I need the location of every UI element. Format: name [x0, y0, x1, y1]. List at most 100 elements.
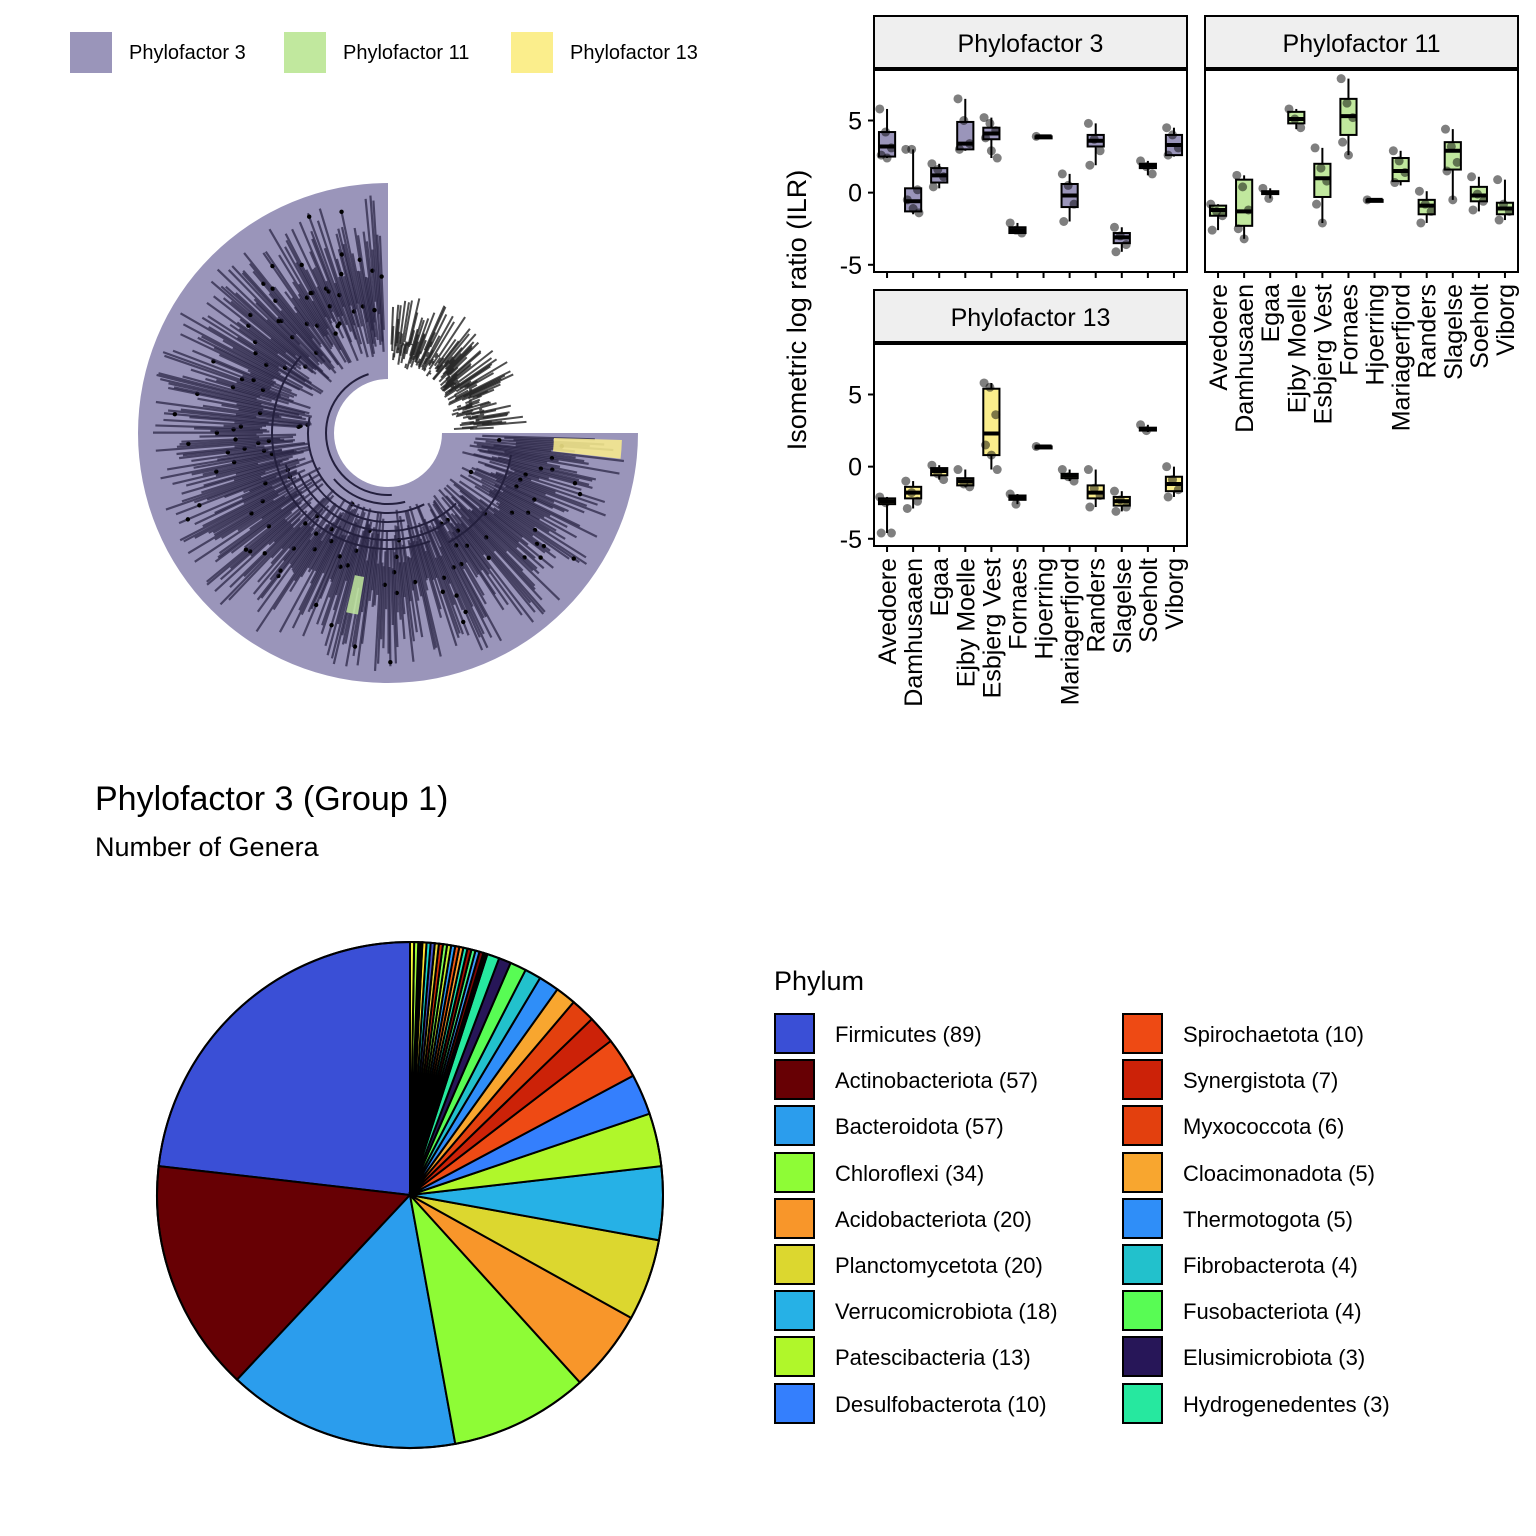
- tree-branch: [507, 464, 593, 489]
- data-point: [1284, 104, 1294, 114]
- panel-frame: [873, 69, 1188, 273]
- legend-label: Firmicutes (89): [835, 1022, 982, 1047]
- tree-node: [463, 609, 468, 615]
- legend-label: Fusobacteriota (4): [1183, 1299, 1362, 1325]
- tree-branch: [481, 445, 585, 463]
- tree-branch: [189, 416, 304, 428]
- tree-branch: [495, 471, 588, 507]
- x-tick-label: Hjoerring: [1031, 558, 1059, 659]
- tree-branch: [191, 448, 310, 476]
- tree-branch: [206, 511, 293, 583]
- tree-branch: [490, 472, 547, 496]
- tree-branch: [292, 281, 334, 346]
- legend-label: Cloacimonadota (5): [1183, 1160, 1375, 1186]
- pie-slice: [409, 943, 449, 1196]
- tree-branch: [217, 499, 297, 559]
- tree-branch: [495, 478, 569, 513]
- tree-branch: [493, 507, 534, 537]
- tree-branch: [203, 462, 281, 487]
- tree-branch: [378, 235, 385, 330]
- tree-branch: [247, 369, 277, 384]
- tree-branch: [469, 411, 510, 421]
- pie-slice: [409, 987, 576, 1196]
- tree-branch: [382, 551, 387, 649]
- tree-node: [486, 555, 491, 561]
- tree-node: [497, 437, 502, 443]
- tree-branch: [180, 333, 275, 380]
- tree-branch: [495, 502, 536, 529]
- data-point: [985, 118, 995, 128]
- tree-branch: [436, 364, 444, 373]
- data-point: [1069, 476, 1079, 486]
- tree-node: [233, 437, 238, 442]
- legend-swatch: [1122, 1151, 1163, 1193]
- data-point: [927, 159, 937, 169]
- pie-legend-item: Thermotogota (5): [1122, 1197, 1462, 1242]
- data-point: [1264, 193, 1274, 203]
- tree-branch: [408, 505, 442, 610]
- tree-branch: [322, 508, 354, 574]
- data-point: [1115, 231, 1125, 241]
- tree-branch: [419, 529, 438, 579]
- tree-branch: [428, 354, 440, 370]
- tree-branch: [489, 460, 550, 480]
- data-point: [1290, 114, 1300, 124]
- tree-branch: [462, 400, 490, 412]
- tree-branch: [360, 511, 380, 644]
- tree-branch: [385, 530, 389, 610]
- tree-branch: [391, 568, 398, 664]
- data-point: [1162, 462, 1172, 472]
- tree-branch: [365, 241, 379, 341]
- phylofactor-11-clade: [346, 575, 365, 615]
- data-point: [875, 492, 885, 502]
- tree-branch: [454, 365, 491, 391]
- tree-branch: [475, 467, 585, 514]
- tree-branch: [237, 436, 260, 440]
- tree-node: [262, 551, 267, 556]
- tree-branch: [427, 321, 455, 365]
- tree-branch: [242, 374, 272, 388]
- tree-branch: [399, 333, 403, 345]
- tree-branch: [214, 495, 286, 541]
- tree-arc: [284, 464, 449, 541]
- tree-branch: [391, 325, 395, 351]
- tree-branch: [253, 351, 280, 368]
- data-point: [1109, 222, 1119, 232]
- tree-branch: [404, 363, 408, 369]
- tree-branch: [202, 489, 276, 528]
- legend-swatch: [774, 1151, 815, 1193]
- tree-branch: [371, 512, 383, 607]
- pie-legend-item: Fibrobacterota (4): [1122, 1244, 1462, 1288]
- tree-branch: [479, 401, 491, 407]
- tree-branch: [398, 562, 406, 615]
- tree-branch: [380, 566, 385, 640]
- tree-branch: [310, 230, 348, 326]
- data-point: [1238, 182, 1248, 192]
- tree-branch: [423, 367, 427, 372]
- legend-label: Actinobacteriota (57): [835, 1068, 1038, 1094]
- data-point: [1232, 170, 1242, 180]
- data-point: [1147, 169, 1157, 179]
- tree-branch: [459, 474, 557, 532]
- tree-branch: [249, 262, 332, 364]
- legend-label: Planctomycetota (20): [835, 1253, 1043, 1278]
- tree-branch: [284, 233, 333, 324]
- tree-node: [299, 262, 304, 268]
- tree-node: [197, 503, 202, 508]
- data-point: [1336, 74, 1346, 84]
- tree-branch: [376, 562, 384, 664]
- legend-swatch: [774, 1013, 815, 1054]
- tree-branch: [397, 300, 407, 354]
- tree-branch: [473, 441, 552, 452]
- tree-branch: [343, 275, 360, 328]
- boxplot-panel: Phylofactor 11 AvedoereDamhusaaenEgaaEjby…: [1204, 15, 1520, 433]
- tree-branch: [255, 302, 320, 366]
- tree-branch: [197, 397, 303, 419]
- data-point: [1342, 98, 1352, 108]
- x-tick-label: Egaa: [1257, 284, 1285, 342]
- tree-branch: [487, 449, 620, 475]
- tree-branch: [459, 494, 545, 570]
- tree-branch: [476, 443, 576, 459]
- tree-branch: [172, 349, 295, 399]
- tree-branch: [471, 466, 555, 504]
